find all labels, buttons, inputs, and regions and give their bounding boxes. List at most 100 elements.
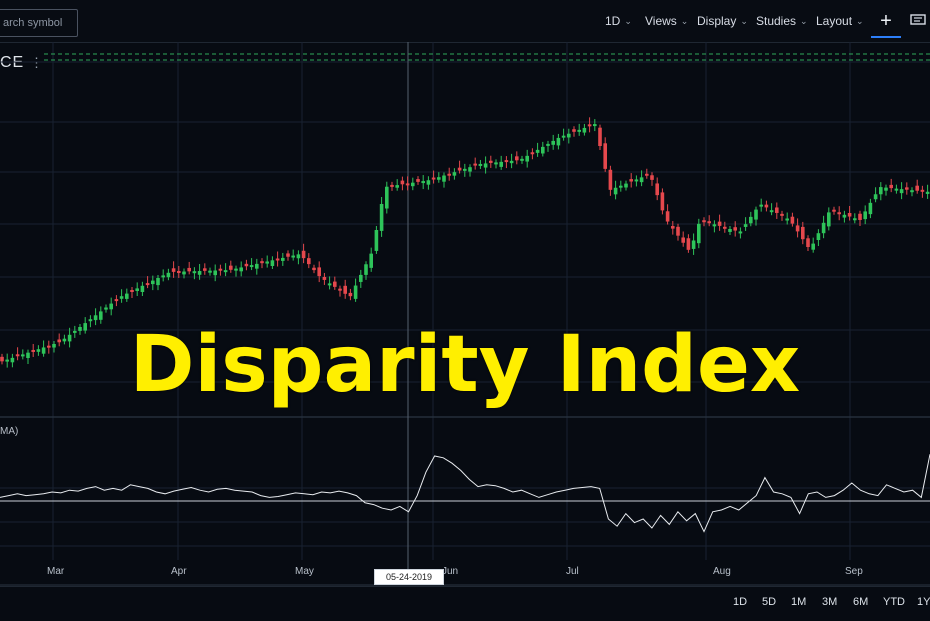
candle-body [738, 231, 743, 234]
candle-body [78, 327, 82, 331]
candle-body [348, 292, 353, 297]
candle-body [723, 226, 727, 229]
candle-body [645, 173, 649, 176]
candle-body [858, 213, 862, 220]
candle-body [816, 233, 821, 240]
candle-body [452, 172, 457, 176]
range-button-6m[interactable]: 6M [853, 596, 869, 608]
candle-body [717, 221, 722, 226]
candle-body [15, 354, 20, 357]
views-dropdown[interactable]: Views ⌄ [645, 0, 688, 42]
candle-body [265, 261, 269, 264]
chevron-down-icon: ⌄ [856, 15, 864, 26]
candle-body [811, 243, 815, 250]
candle-body [478, 163, 483, 166]
candle-body [463, 168, 467, 171]
range-button-3m[interactable]: 3M [822, 596, 838, 608]
candle-body [57, 339, 61, 343]
range-button-1d[interactable]: 1D [733, 596, 748, 608]
studies-dropdown[interactable]: Studies ⌄ [756, 0, 808, 42]
candle-body [587, 124, 592, 127]
candle-body [421, 181, 425, 184]
candle-body [437, 177, 441, 180]
chevron-down-icon: ⌄ [680, 15, 689, 26]
candle-body [140, 285, 145, 292]
candle-body [395, 185, 399, 188]
candle-body [411, 182, 415, 187]
candle-body [889, 184, 893, 189]
candle-body [795, 225, 800, 232]
candle-body [608, 169, 613, 190]
candle-body [686, 238, 691, 250]
chevron-down-icon: ⌄ [800, 15, 808, 26]
candle-body [821, 222, 826, 234]
candle-body [338, 288, 342, 291]
range-button-1y[interactable]: 1Y [917, 596, 930, 608]
chat-icon[interactable] [910, 14, 926, 26]
candle-body [431, 177, 436, 180]
candle-body [915, 185, 919, 191]
candle-body [728, 229, 732, 232]
candle-body [905, 187, 909, 190]
candle-body [379, 204, 384, 231]
candle-body [0, 356, 4, 362]
candle-body [515, 156, 519, 161]
candle-body [676, 226, 680, 236]
layout-dropdown[interactable]: Layout ⌄ [816, 0, 864, 42]
symbol-search-input[interactable]: arch symbol [0, 9, 78, 37]
candle-body [197, 271, 202, 275]
candle-body [785, 218, 789, 221]
candle-body [73, 330, 77, 333]
interval-dropdown[interactable]: 1D ⌄ [605, 0, 632, 42]
candle-body [281, 257, 285, 261]
candle-body [119, 296, 124, 299]
layout-label: Layout [816, 14, 853, 28]
candle-body [416, 179, 420, 182]
candle-body [691, 240, 696, 249]
candle-body [603, 143, 607, 169]
views-label: Views [645, 14, 677, 28]
candle-body [624, 183, 628, 188]
candle-body [499, 161, 503, 167]
candle-body [5, 359, 9, 362]
range-button-1m[interactable]: 1M [791, 596, 807, 608]
candle-body [551, 140, 555, 145]
range-button-5d[interactable]: 5D [762, 596, 777, 608]
candle-body [31, 349, 35, 352]
candle-body [483, 163, 488, 168]
candle-body [567, 133, 571, 138]
display-dropdown[interactable]: Display ⌄ [697, 0, 748, 42]
candle-body [343, 285, 347, 294]
candle-body [613, 187, 618, 195]
price-chart[interactable] [0, 42, 930, 586]
range-button-ytd[interactable]: YTD [883, 596, 905, 608]
candle-body [426, 180, 431, 185]
candle-body [125, 293, 129, 299]
study-label: MA) [0, 426, 19, 437]
x-axis-month: Sep [845, 566, 863, 577]
candle-body [21, 354, 25, 357]
candle-body [759, 204, 763, 207]
candle-body [530, 152, 535, 155]
candle-body [286, 253, 290, 257]
candle-body [364, 264, 368, 275]
candle-body [556, 137, 561, 146]
candle-body [801, 226, 805, 240]
candle-body [509, 160, 514, 164]
candle-body [749, 216, 753, 224]
candle-body [166, 272, 171, 278]
candle-body [93, 315, 98, 321]
candle-body [203, 268, 207, 271]
candle-body [769, 210, 774, 213]
candle-body [296, 254, 301, 259]
candle-body [884, 187, 888, 191]
candle-body [234, 268, 238, 271]
candle-body [130, 290, 134, 292]
candle-body [806, 238, 810, 247]
candle-body [327, 283, 332, 286]
candle-body [790, 216, 795, 224]
add-symbol-button[interactable]: + [880, 10, 892, 32]
candle-body [322, 276, 327, 280]
candle-body [62, 338, 67, 342]
candle-body [489, 160, 493, 163]
